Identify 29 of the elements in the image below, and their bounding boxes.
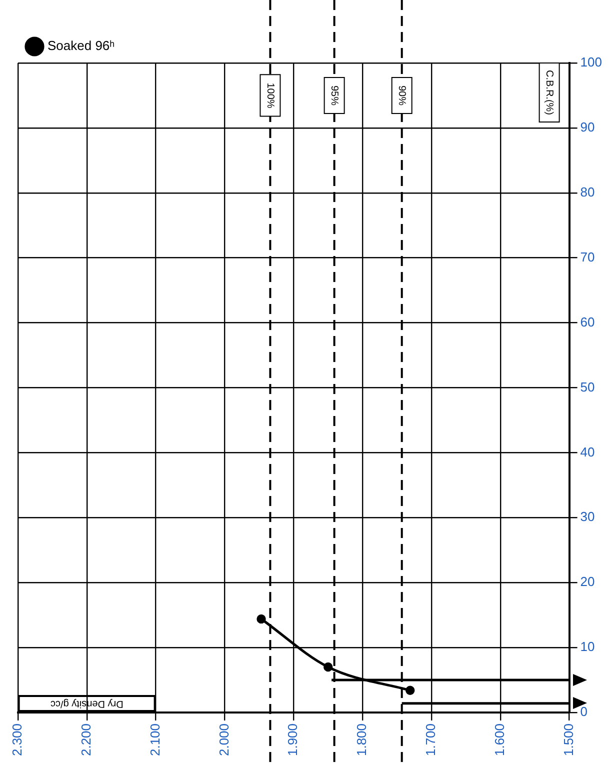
y-tick-label: 100: [580, 54, 602, 70]
x-tick-label: 2.000: [216, 723, 232, 756]
y-tick-label: 20: [580, 574, 595, 590]
x-tick-label: 2.200: [78, 723, 94, 756]
y-tick-label: 10: [580, 639, 595, 654]
point: [256, 614, 266, 624]
x-tick-label: 2.300: [10, 723, 25, 756]
x-tick-label: 2.100: [147, 723, 162, 756]
annotation: 100%: [264, 82, 276, 108]
y-tick-label: 90: [580, 120, 595, 135]
x-tick-label: 1.800: [354, 723, 370, 756]
y-axis-title: C.B.R.(%): [544, 70, 555, 115]
y-tick-label: 30: [580, 509, 595, 524]
y-tick-label: 50: [580, 379, 595, 394]
point: [324, 662, 333, 672]
point: [406, 686, 415, 695]
y-tick-label: 80: [580, 184, 595, 200]
annotation: 95%: [328, 85, 340, 106]
y-tick-label: 0: [580, 704, 588, 720]
y-tick-label: 40: [580, 444, 595, 460]
x-tick-label: 1.600: [492, 723, 507, 756]
y-tick-label: 70: [580, 249, 595, 264]
x-axis-title: Dry Density g/cc: [18, 695, 156, 712]
legend-label: Soaked 96ʰ: [48, 38, 115, 54]
x-tick-label: 1.500: [560, 723, 576, 756]
x-tick-label: 1.900: [285, 723, 300, 756]
x-tick-label: 1.700: [423, 723, 438, 756]
annotation: 90%: [396, 85, 408, 106]
y-tick-label: 60: [580, 314, 595, 330]
